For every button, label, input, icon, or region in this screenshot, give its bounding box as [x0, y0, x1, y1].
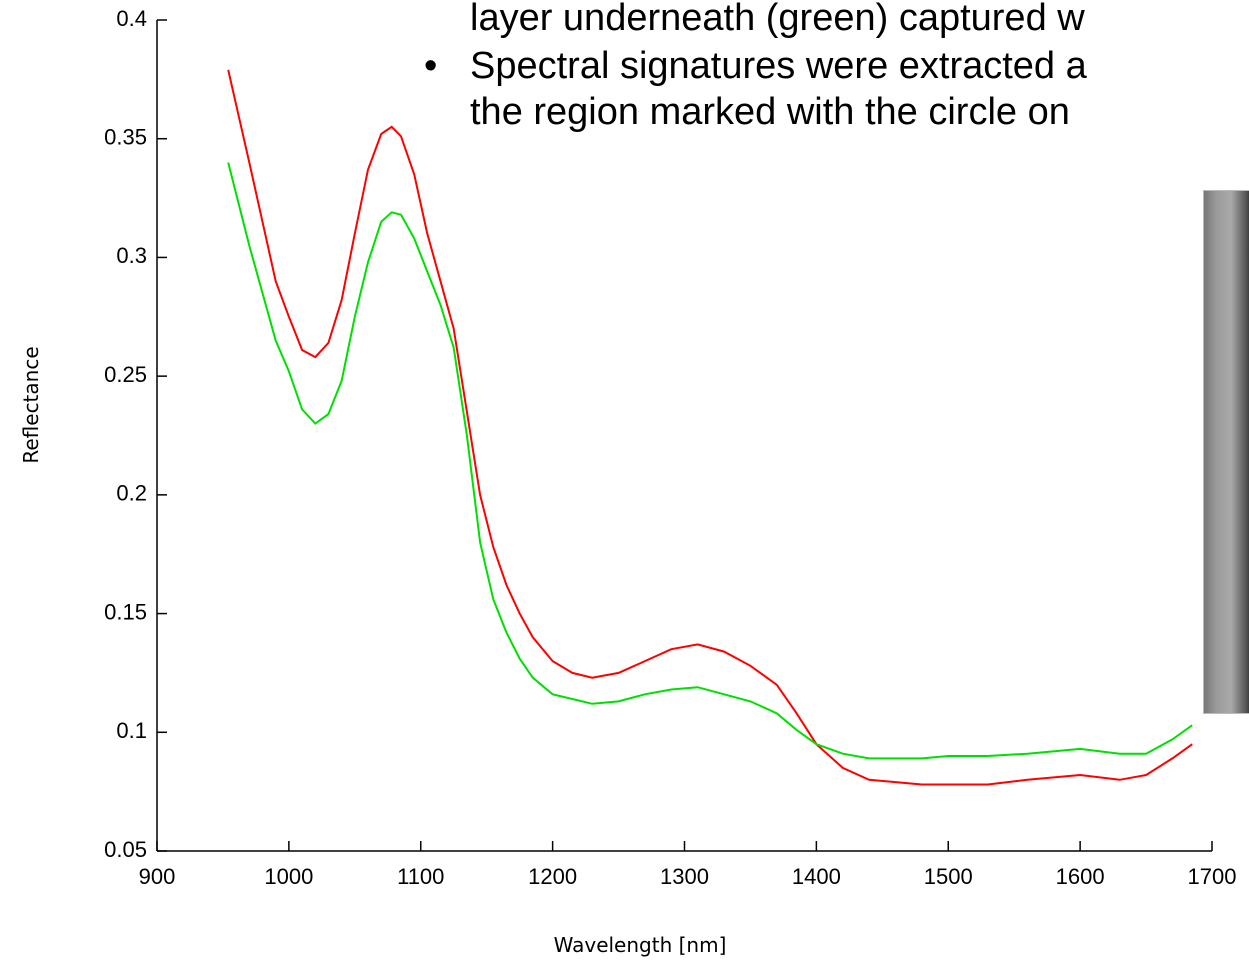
series-line	[228, 163, 1192, 759]
y-tick-label: 0.4	[116, 6, 147, 31]
x-tick-label: 1600	[1056, 864, 1105, 889]
chart: Reflectance Wavelength [nm] 0.05 0.1 0.15 0…	[0, 0, 1249, 964]
x-tick-label: 1400	[792, 864, 841, 889]
series-line	[228, 70, 1192, 785]
slide: {"chart_data": {"type": "line", "ylabel"…	[0, 0, 1249, 964]
y-tick-label: 0.3	[116, 243, 147, 268]
x-tick-label: 1100	[397, 864, 444, 889]
x-tick-label: 900	[139, 864, 176, 889]
y-tick-label: 0.05	[104, 837, 147, 862]
x-tick-label: 1500	[924, 864, 973, 889]
y-tick-label: 0.35	[104, 125, 147, 150]
y-tick-label: 0.15	[104, 599, 147, 624]
y-tick-label: 0.1	[116, 718, 147, 743]
y-tick-label: 0.2	[116, 481, 147, 506]
x-tick-label: 1300	[660, 864, 709, 889]
x-tick-label: 1700	[1188, 864, 1237, 889]
x-tick-label: 1200	[528, 864, 577, 889]
x-tick-label: 1000	[264, 864, 313, 889]
y-tick-label: 0.25	[104, 362, 147, 387]
y-axis-title: Reflectance	[19, 346, 43, 463]
x-axis-title: Wavelength [nm]	[554, 933, 727, 957]
